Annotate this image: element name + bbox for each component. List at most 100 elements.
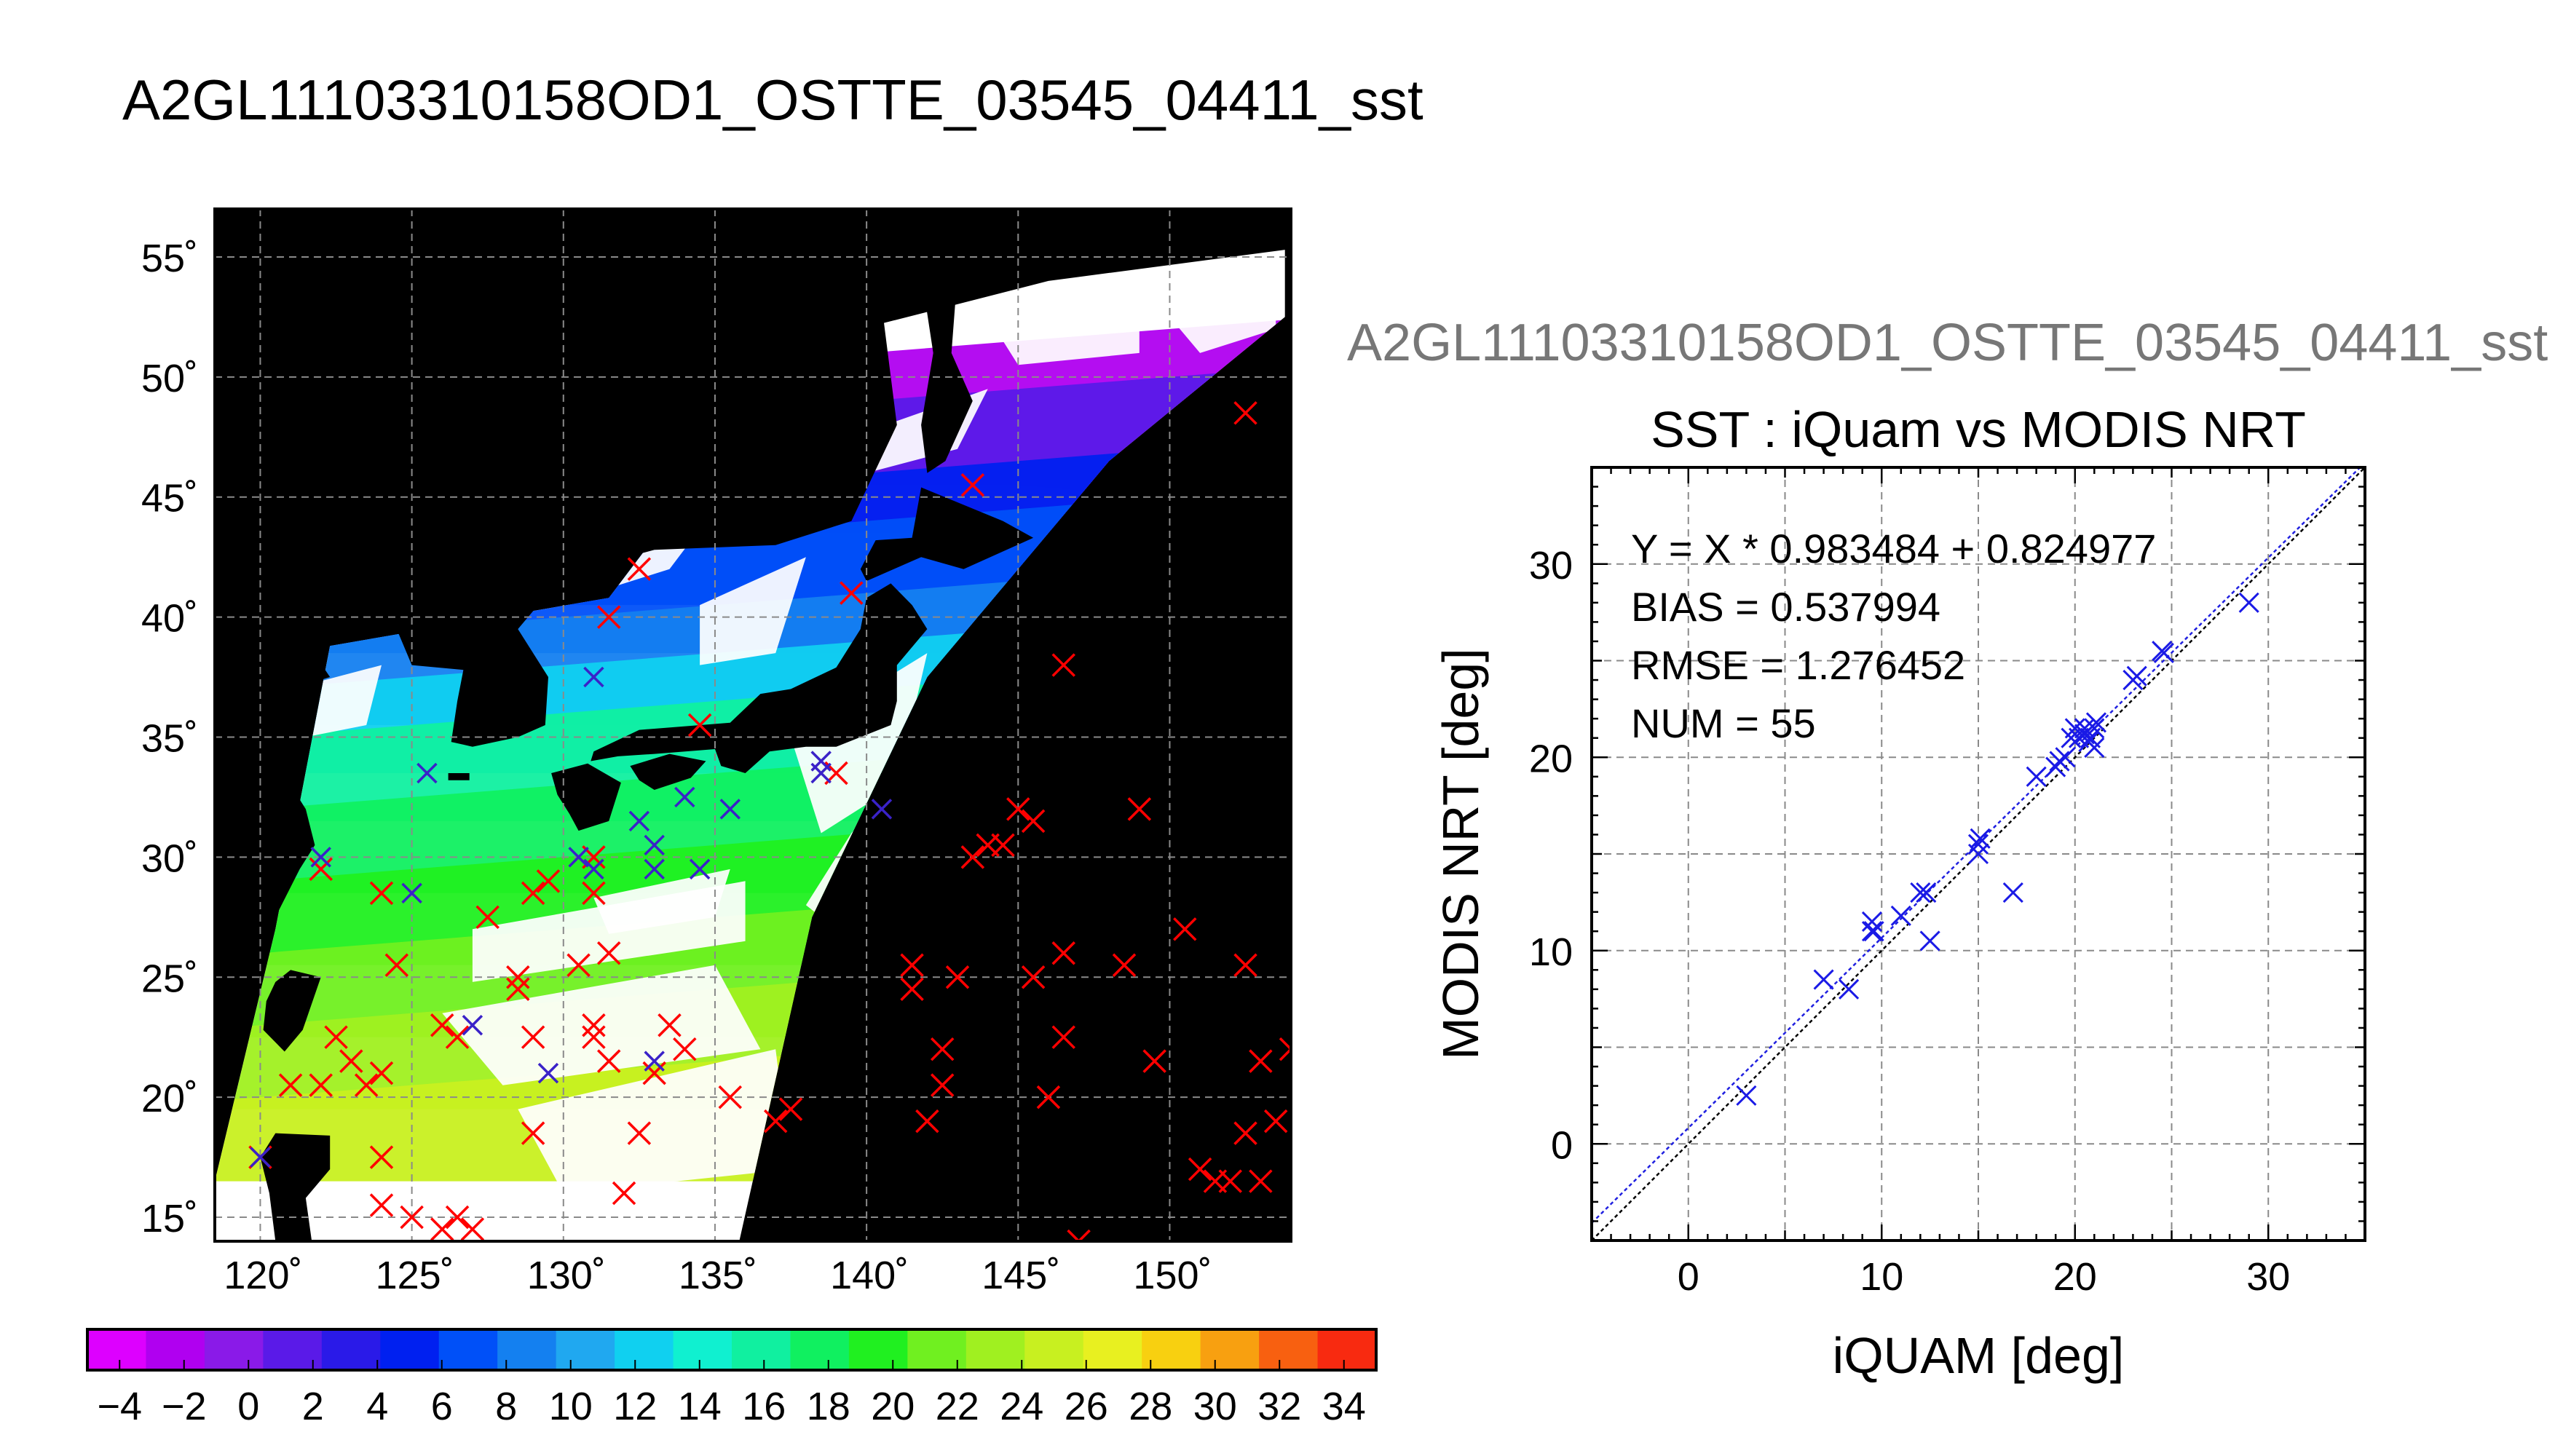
scatter-point <box>2084 737 2105 759</box>
iquam-buoy-marker <box>1021 965 1046 989</box>
scatter-point <box>2084 718 2105 739</box>
iquam-buoy-marker <box>1263 1109 1288 1133</box>
scatter-point <box>2238 592 2259 613</box>
colorbar-cell <box>1259 1329 1319 1370</box>
iquam-buoy-marker <box>1249 1169 1273 1193</box>
matched-point-marker <box>416 762 438 784</box>
colorbar-cell <box>732 1329 791 1370</box>
colorbar-tick-label: 2 <box>302 1385 324 1428</box>
land-luzon <box>260 1133 331 1241</box>
colorbar-tick-label: 10 <box>549 1385 593 1428</box>
colorbar-cell <box>790 1329 850 1370</box>
iquam-buoy-marker <box>1051 1025 1075 1049</box>
iquam-buoy-marker <box>1021 809 1046 834</box>
scatter-xtick-label: 0 <box>1678 1255 1699 1299</box>
map-ytick-label: 20˚ <box>141 1077 198 1120</box>
map-grid <box>215 209 1291 1241</box>
iquam-buoy-marker <box>960 845 985 869</box>
map-land <box>215 209 1034 1241</box>
colorbar-tick-label: 26 <box>1065 1385 1108 1428</box>
scatter-ytick-label: 0 <box>1551 1123 1573 1167</box>
cloud-patch <box>1169 293 1276 353</box>
colorbar-cell <box>321 1329 381 1370</box>
iquam-buoy-marker <box>324 1025 348 1049</box>
colorbar-tick-label: 8 <box>495 1385 517 1428</box>
iquam-buoy-marker <box>930 1073 955 1097</box>
iquam-buoy-marker <box>1067 1229 1091 1241</box>
colorbar-tick-label: 34 <box>1322 1385 1366 1428</box>
matched-point-marker <box>537 1062 559 1084</box>
land-korea-jeju <box>448 773 470 780</box>
iquam-buoy-marker <box>778 1097 803 1121</box>
scatter-point <box>1839 978 1860 1000</box>
iquam-buoy-marker <box>309 1073 333 1097</box>
scatter-xlabel: iQUAM [deg] <box>1833 1327 2125 1384</box>
colorbar-tick-label: 12 <box>613 1385 657 1428</box>
colorbar-tick-label: 14 <box>678 1385 722 1428</box>
iquam-buoy-marker <box>521 881 545 906</box>
iquam-buoy-marker <box>840 581 864 605</box>
scatter-point <box>1970 828 1991 849</box>
colorbar-cell <box>1083 1329 1142 1370</box>
page-title: A2GL11103310158OD1_OSTTE_03545_04411_sst <box>122 68 1423 132</box>
iquam-buoy-marker <box>339 1049 363 1073</box>
iquam-buoy-marker <box>1279 1037 1291 1061</box>
scatter-point <box>2074 718 2096 739</box>
iquam-buoy-marker <box>991 833 1015 858</box>
matched-point-marker <box>644 1051 665 1072</box>
scatter-point <box>2126 665 2147 687</box>
matched-point-marker <box>568 847 589 868</box>
colorbar-cell <box>615 1329 674 1370</box>
iquam-buoy-marker <box>1051 941 1075 965</box>
iquam-buoy-marker <box>900 977 924 1001</box>
iquam-buoy-marker <box>1249 1049 1273 1073</box>
scatter-annotation: BIAS = 0.537994 <box>1631 584 1940 630</box>
iquam-buoy-marker <box>521 1121 545 1145</box>
scatter-title: SST : iQuam vs MODIS NRT <box>1651 401 2306 458</box>
cloud-patch <box>442 965 761 1085</box>
land-kyushu <box>551 763 621 831</box>
scatter-point <box>1861 921 1883 942</box>
land-taiwan <box>263 970 321 1052</box>
land-hokkaido <box>860 487 1034 582</box>
scatter-point <box>1863 921 1884 942</box>
iquam-buoy-marker <box>566 953 591 978</box>
iquam-buoy-marker <box>1173 917 1197 941</box>
colorbar-cell <box>204 1329 264 1370</box>
colorbar-tick-label: −2 <box>162 1385 207 1428</box>
map-xtick-label: 130˚ <box>527 1254 606 1297</box>
iquam-buoy-marker <box>915 1109 939 1133</box>
scatter-point <box>2153 642 2174 663</box>
scatter-xtick-label: 10 <box>1860 1255 1903 1299</box>
iquam-buoy-marker <box>1036 1085 1061 1109</box>
iquam-buoy-marker <box>960 472 985 497</box>
iquam-buoy-marker <box>582 881 606 906</box>
colorbar-tick-label: 20 <box>871 1385 915 1428</box>
iquam-buoy-marker <box>369 881 394 906</box>
iquam-buoy-marker <box>506 965 530 989</box>
iquam-buoy-marker <box>1218 1169 1242 1193</box>
land-asia-mainland <box>215 209 897 989</box>
colorbar-tick-label: 32 <box>1257 1385 1301 1428</box>
iquam-buoy-marker <box>445 1205 470 1230</box>
scatter-point <box>1919 930 1940 951</box>
iquam-buoy-marker <box>687 713 712 737</box>
iquam-buoy-marker <box>506 977 530 1001</box>
matched-point-marker <box>462 1014 483 1036</box>
colorbar-tick-label: 16 <box>742 1385 786 1428</box>
map-ytick-label: 25˚ <box>141 957 198 1000</box>
scatter-point <box>1916 882 1937 903</box>
colorbar-cell <box>965 1329 1025 1370</box>
iquam-buoy-marker <box>521 1025 545 1049</box>
matched-point-marker <box>644 834 665 856</box>
colorbar-cell <box>438 1329 498 1370</box>
colorbar-tick-label: 30 <box>1193 1385 1237 1428</box>
iquam-buoy-marker <box>460 1217 485 1241</box>
matched-point-marker <box>674 786 695 808</box>
matched-point-marker <box>719 799 741 820</box>
scatter-annotation: NUM = 55 <box>1631 700 1816 746</box>
iquam-buoy-marker <box>945 965 970 989</box>
colorbar-cell <box>848 1329 908 1370</box>
colorbar-tick-label: 18 <box>807 1385 850 1428</box>
